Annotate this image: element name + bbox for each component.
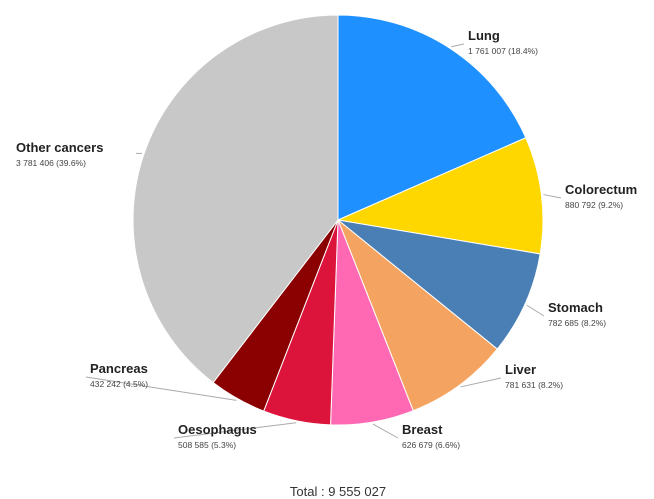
slice-value-colorectum: 880 792 (9.2%) — [565, 200, 623, 210]
slice-value-breast: 626 679 (6.6%) — [402, 440, 460, 450]
leader-line-colorectum — [543, 194, 562, 199]
leader-lines — [85, 43, 562, 439]
leader-line-lung — [451, 43, 465, 48]
leader-line-liver — [460, 377, 502, 388]
slice-value-pancreas: 432 242 (4.5%) — [90, 379, 148, 389]
pie-slice-lung — [337, 14, 527, 221]
slice-name-breast: Breast — [402, 422, 443, 437]
pie-slice-other-cancers — [132, 14, 339, 384]
slice-value-liver: 781 631 (8.2%) — [505, 380, 563, 390]
pie-slices — [132, 14, 544, 426]
slice-labels: Lung 1 761 007 (18.4%) Colorectum 880 792 (… — [16, 28, 637, 450]
slice-value-oesophagus: 508 585 (5.3%) — [178, 440, 236, 450]
pie-slice-colorectum — [336, 137, 544, 255]
slice-value-lung: 1 761 007 (18.4%) — [468, 46, 538, 56]
slice-name-liver: Liver — [505, 362, 536, 377]
slice-value-other-cancers: 3 781 406 (39.6%) — [16, 158, 86, 168]
slice-name-pancreas: Pancreas — [90, 361, 148, 376]
slice-name-stomach: Stomach — [548, 300, 603, 315]
total-label: Total : 9 555 027 — [290, 484, 386, 499]
pie-slice-stomach — [336, 219, 541, 350]
leader-line-oesophagus — [173, 422, 297, 439]
slice-name-other-cancers: Other cancers — [16, 140, 103, 155]
pie-slice-liver — [336, 218, 498, 412]
slice-value-stomach: 782 685 (8.2%) — [548, 318, 606, 328]
leader-line-pancreas — [85, 376, 237, 401]
slice-name-colorectum: Colorectum — [565, 182, 637, 197]
slice-name-lung: Lung — [468, 28, 500, 43]
leader-line-breast — [372, 423, 399, 439]
slice-name-oesophagus: Oesophagus — [178, 422, 257, 437]
leader-line-stomach — [526, 304, 545, 317]
